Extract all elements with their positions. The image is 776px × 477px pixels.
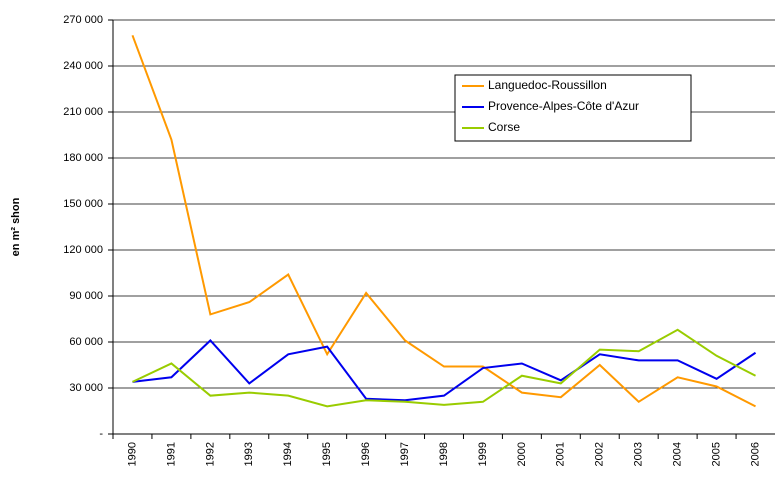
series-line [132, 328, 756, 408]
legend-label: Corse [488, 120, 520, 134]
y-axis-label: en m² shon [10, 197, 22, 256]
legend-label: Languedoc-Roussillon [488, 78, 607, 92]
x-tick-label: 1993 [243, 442, 255, 466]
x-tick-label: 2006 [749, 442, 761, 466]
legend-label: Provence-Alpes-Côte d'Azur [488, 99, 639, 113]
y-tick-label: 180 000 [63, 152, 103, 164]
x-tick-label: 2004 [672, 442, 684, 466]
x-tick-label: 1995 [321, 442, 333, 466]
y-tick-label: 150 000 [63, 198, 103, 210]
x-tick-label: 2002 [594, 442, 606, 466]
y-tick-label: 120 000 [63, 244, 103, 256]
x-tick-label: 1999 [477, 442, 489, 466]
series-line [132, 339, 757, 402]
y-tick-label: 90 000 [69, 290, 103, 302]
x-tick-label: 1997 [399, 442, 411, 466]
x-tick-label: 1996 [360, 442, 372, 466]
series-line [131, 34, 756, 408]
y-tick-label: 30 000 [69, 382, 103, 394]
x-tick-label: 2003 [633, 442, 645, 466]
x-tick-label: 1990 [126, 442, 138, 466]
y-tick-label: 210 000 [63, 106, 103, 118]
x-tick-label: 1994 [282, 442, 294, 466]
x-tick-label: 1998 [438, 442, 450, 466]
legend-box [454, 74, 692, 142]
y-tick-label: 270 000 [63, 14, 103, 26]
y-tick-label: 240 000 [63, 60, 103, 72]
x-tick-label: 2000 [516, 442, 528, 466]
y-tick-label: 60 000 [69, 336, 103, 348]
x-tick-label: 2001 [555, 442, 567, 466]
x-tick-label: 1992 [204, 442, 216, 466]
x-tick-label: 1991 [165, 442, 177, 466]
y-tick-label: - [99, 428, 103, 440]
x-tick-label: 2005 [710, 442, 722, 466]
